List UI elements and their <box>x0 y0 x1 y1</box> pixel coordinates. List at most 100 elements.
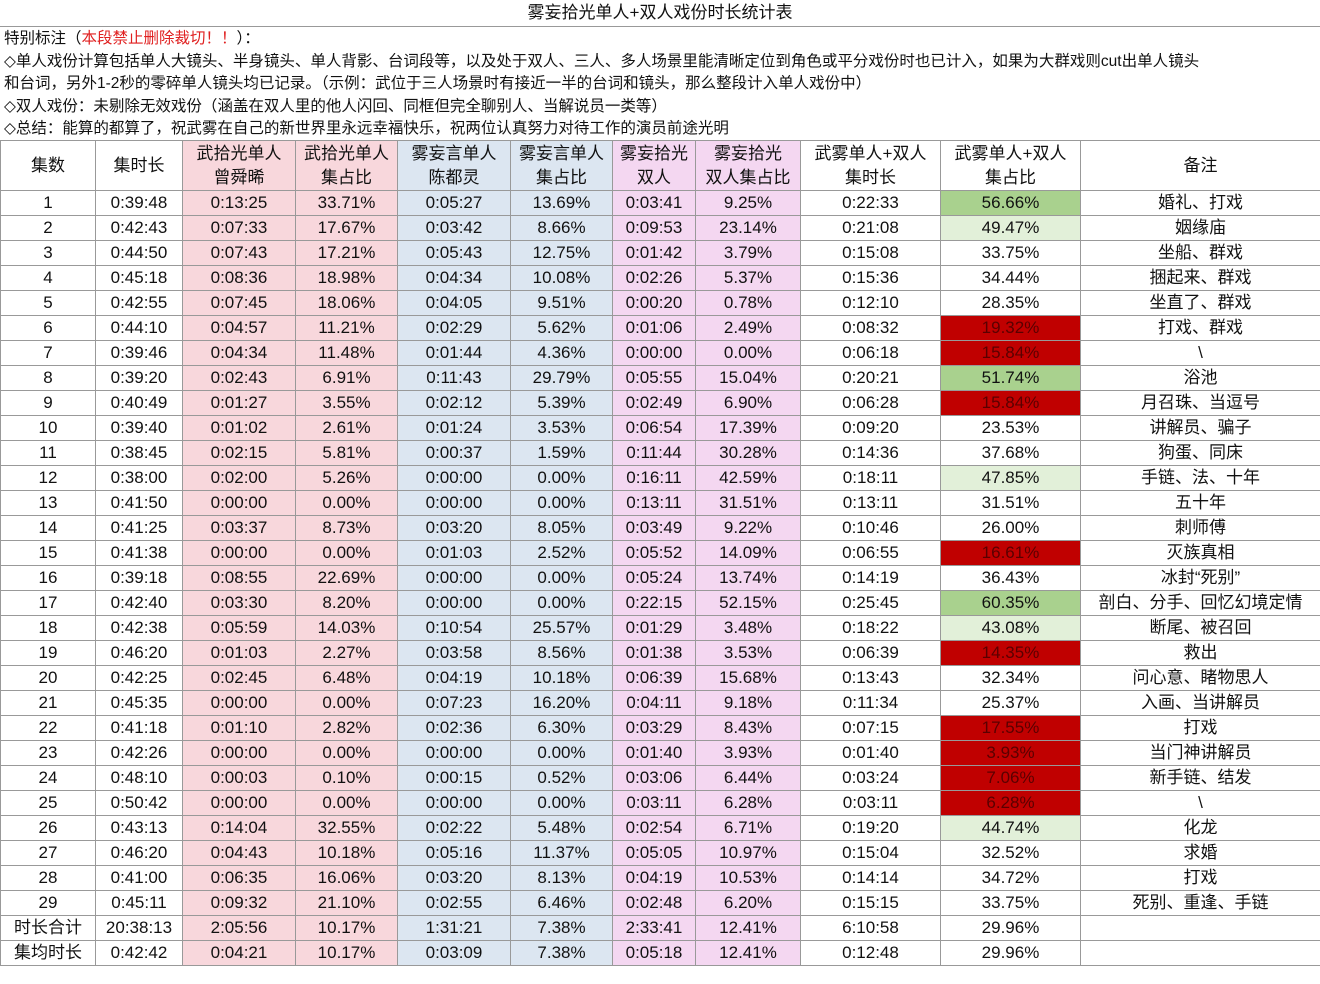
table-cell: 冰封“死别” <box>1080 565 1320 591</box>
header-line: 雾妄言单人 <box>519 143 604 163</box>
notes: 特别标注（本段禁止删除裁切！！）： ◇单人戏份计算包括单人大镜头、半身镜头、单人… <box>0 27 1320 140</box>
table-cell: 6.90% <box>695 390 801 416</box>
table-cell: 0:07:33 <box>182 215 296 241</box>
table-cell: 32.55% <box>295 815 398 841</box>
table-cell: 0:10:46 <box>800 515 941 541</box>
table-cell: 打戏 <box>1080 865 1320 891</box>
table-cell: 问心意、睹物思人 <box>1080 665 1320 691</box>
table-cell: 1 <box>0 190 96 216</box>
table-cell: 11.21% <box>295 315 398 341</box>
table-cell: 0:44:10 <box>95 315 183 341</box>
table-cell: 0:01:29 <box>612 615 696 641</box>
table-cell: 0:06:18 <box>800 340 941 366</box>
table-cell: 22 <box>0 715 96 741</box>
table-cell: 0:48:10 <box>95 765 183 791</box>
table-row: 25 0:50:42 0:00:00 0.00% 0:00:00 0.00% 0:03:11… <box>0 790 1320 816</box>
table-cell: 15.04% <box>695 365 801 391</box>
table-cell: 0:01:03 <box>182 640 296 666</box>
table-cell: 0:16:11 <box>612 465 696 491</box>
table-cell: 0:08:36 <box>182 265 296 291</box>
table-cell: 7 <box>0 340 96 366</box>
stats-table: 集数 集时长 武拾光单人 曾舜晞 武拾光单人 集占比 雾妄言单人 陈都灵 雾妄言单人 集占比 雾妄拾… <box>0 140 1320 966</box>
table-cell: 0:00:00 <box>182 490 296 516</box>
table-cell: 0:05:24 <box>612 565 696 591</box>
table-cell: 27 <box>0 840 96 866</box>
table-cell: 0:02:15 <box>182 440 296 466</box>
table-cell: 0:14:36 <box>800 440 941 466</box>
table-cell: 0:01:27 <box>182 390 296 416</box>
table-cell: 3.55% <box>295 390 398 416</box>
table-cell: 0:00:00 <box>182 690 296 716</box>
table-cell: 23.14% <box>695 215 801 241</box>
table-cell: 0:02:36 <box>397 715 511 741</box>
table-cell: 0:08:55 <box>182 565 296 591</box>
table-cell: 0:00:03 <box>182 765 296 791</box>
table-cell: 0:38:45 <box>95 440 183 466</box>
table-cell: 0.00% <box>510 790 613 816</box>
table-cell: 2:33:41 <box>612 915 696 941</box>
table-cell: 0.78% <box>695 290 801 316</box>
table-cell: 0:15:08 <box>800 240 941 266</box>
table-cell: 16.61% <box>940 540 1081 566</box>
table-cell: 刺师傅 <box>1080 515 1320 541</box>
table-cell: 0:05:43 <box>397 240 511 266</box>
table-cell: 43.08% <box>940 615 1081 641</box>
table-cell: 10 <box>0 415 96 441</box>
table-cell: 0:44:50 <box>95 240 183 266</box>
table-cell: 6.20% <box>695 890 801 916</box>
table-cell: 0:25:45 <box>800 590 941 616</box>
table-cell: 15 <box>0 540 96 566</box>
table-cell: 31.51% <box>695 490 801 516</box>
table-cell: 化龙 <box>1080 815 1320 841</box>
table-cell: 0:13:43 <box>800 665 941 691</box>
table-cell: 0:01:24 <box>397 415 511 441</box>
table-cell: 0:00:00 <box>182 540 296 566</box>
table-cell: 11 <box>0 440 96 466</box>
table-cell: 0.00% <box>295 540 398 566</box>
table-cell: 1.59% <box>510 440 613 466</box>
table-cell: 0.00% <box>510 740 613 766</box>
header-line: 武雾单人+双人 <box>954 143 1067 163</box>
table-row: 时长合计 20:38:13 2:05:56 10.17% 1:31:21 7.38% 2:3… <box>0 915 1320 941</box>
table-cell: 0:00:00 <box>397 565 511 591</box>
header-line: 陈都灵 <box>428 167 480 187</box>
table-cell: 0:04:19 <box>397 665 511 691</box>
table-cell: 0.10% <box>295 765 398 791</box>
table-cell: 0:14:04 <box>182 815 296 841</box>
table-row: 2 0:42:43 0:07:33 17.67% 0:03:42 8.66% 0:09:53… <box>0 215 1320 241</box>
table-cell: 0.00% <box>510 465 613 491</box>
table-cell: 0:03:49 <box>612 515 696 541</box>
table-cell: 捆起来、群戏 <box>1080 265 1320 291</box>
table-cell: 25.57% <box>510 615 613 641</box>
table-cell: \ <box>1080 340 1320 366</box>
table-cell: 0:03:09 <box>397 940 511 966</box>
table-row: 10 0:39:40 0:01:02 2.61% 0:01:24 3.53% 0:06:54… <box>0 415 1320 441</box>
table-cell: 18.98% <box>295 265 398 291</box>
table-row: 14 0:41:25 0:03:37 8.73% 0:03:20 8.05% 0:03:49… <box>0 515 1320 541</box>
table-cell: 0:03:42 <box>397 215 511 241</box>
table-row: 19 0:46:20 0:01:03 2.27% 0:03:58 8.56% 0:01:38… <box>0 640 1320 666</box>
table-cell: 0:42:43 <box>95 215 183 241</box>
table-cell: 0:04:43 <box>182 840 296 866</box>
table-cell: 0:01:02 <box>182 415 296 441</box>
table-cell: 0:04:57 <box>182 315 296 341</box>
table-cell: 0:41:50 <box>95 490 183 516</box>
table-cell: 25.37% <box>940 690 1081 716</box>
table-cell: 56.66% <box>940 190 1081 216</box>
table-cell: 6.44% <box>695 765 801 791</box>
table-cell: 7.06% <box>940 765 1081 791</box>
table-cell: 0:14:19 <box>800 565 941 591</box>
table-cell: 0:00:00 <box>397 740 511 766</box>
table-cell: 0.52% <box>510 765 613 791</box>
table-cell: 36.43% <box>940 565 1081 591</box>
table-row: 3 0:44:50 0:07:43 17.21% 0:05:43 12.75% 0:01:4… <box>0 240 1320 266</box>
table-cell: 死别、重逢、手链 <box>1080 890 1320 916</box>
table-cell: 0:05:52 <box>612 540 696 566</box>
table-cell: 打戏、群戏 <box>1080 315 1320 341</box>
table-cell: 0:42:55 <box>95 290 183 316</box>
table-cell: 33.75% <box>940 240 1081 266</box>
table-cell: 0:39:46 <box>95 340 183 366</box>
table-cell: 0:06:54 <box>612 415 696 441</box>
table-cell: 0:05:55 <box>612 365 696 391</box>
table-cell: 0:00:00 <box>182 790 296 816</box>
